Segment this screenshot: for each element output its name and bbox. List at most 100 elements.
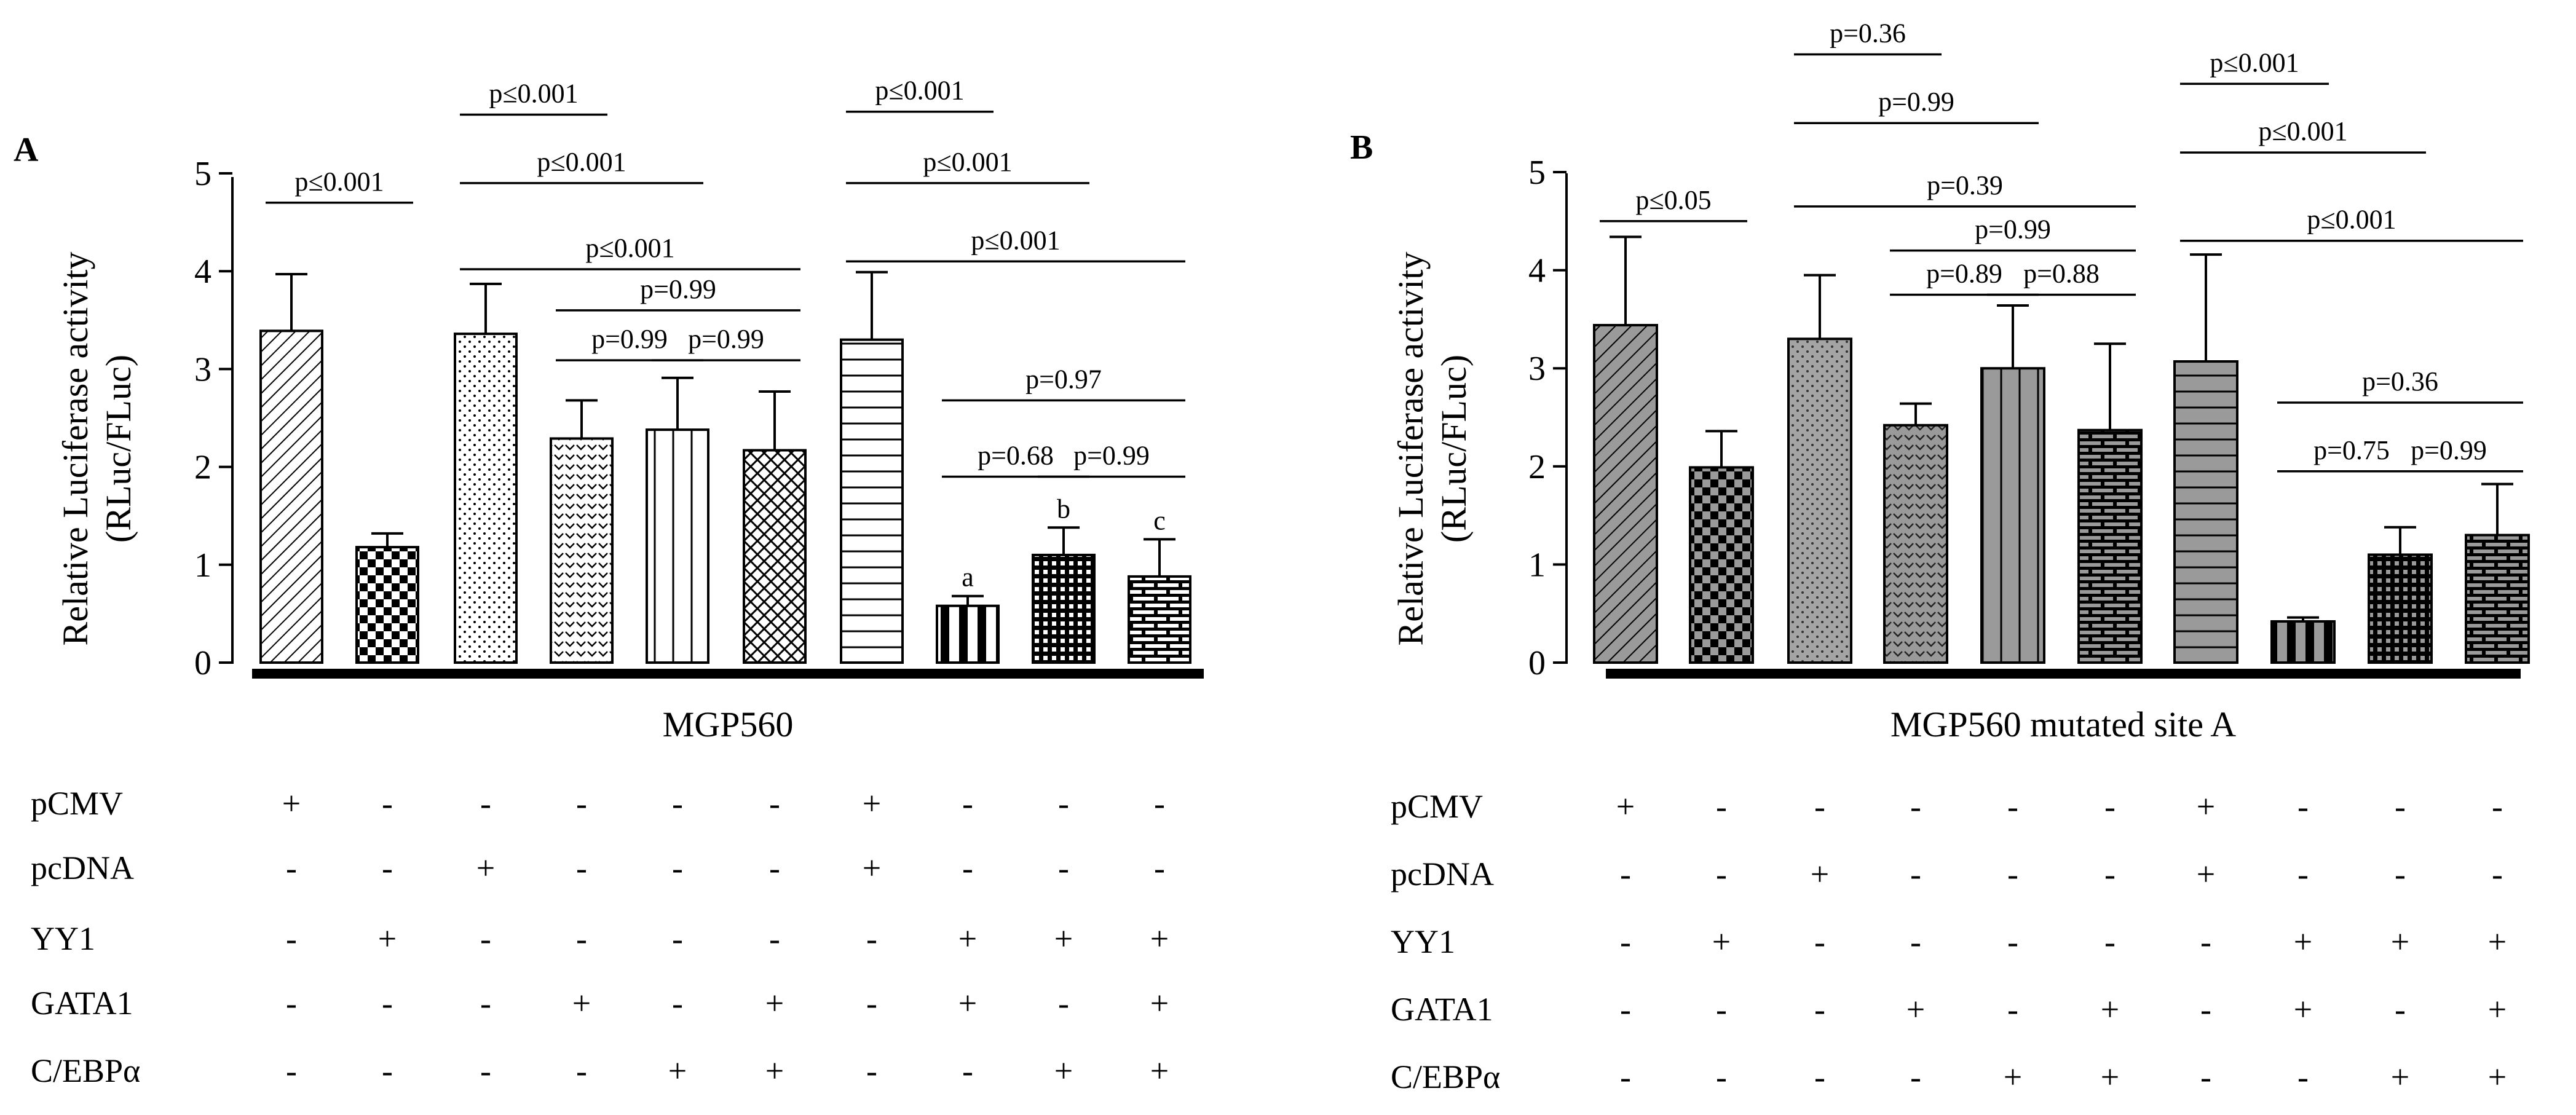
condition-mark: - — [1620, 923, 1631, 960]
p-value-label: p=0.88 — [2023, 259, 2100, 289]
condition-mark: - — [480, 985, 491, 1022]
significance-brackets: p≤0.05 p=0.36 p=0.99 p=0.39 p=0.99 p=0.89 p=0.… — [1600, 18, 2523, 473]
condition-mark: - — [1058, 849, 1069, 886]
condition-mark: - — [576, 849, 587, 886]
condition-mark: - — [1716, 991, 1727, 1028]
condition-mark: + — [2197, 856, 2215, 892]
y-axis-title-line2: (RLuc/FLuc) — [1434, 355, 1474, 543]
condition-mark: - — [672, 785, 683, 822]
condition-mark: + — [1906, 991, 1925, 1028]
p-value-label: p≤0.001 — [923, 147, 1012, 177]
condition-mark: - — [672, 985, 683, 1022]
condition-mark: - — [2492, 788, 2503, 825]
y-tick-label: 5 — [1528, 154, 1546, 192]
condition-row-label: pcDNA — [31, 849, 134, 886]
y-tick-label: 0 — [194, 644, 211, 682]
condition-mark: - — [1058, 785, 1069, 822]
condition-mark: - — [2007, 856, 2018, 892]
condition-mark: - — [866, 920, 877, 957]
condition-row-label: GATA1 — [1391, 991, 1493, 1028]
condition-mark: - — [480, 785, 491, 822]
condition-mark: - — [1814, 788, 1825, 825]
p-value-label: p=0.99 — [2411, 435, 2487, 465]
condition-mark: - — [769, 849, 780, 886]
condition-mark: - — [2200, 923, 2211, 960]
y-tick-label: 2 — [1528, 448, 1546, 486]
condition-row-label: YY1 — [1391, 923, 1455, 960]
condition-mark: + — [282, 785, 301, 822]
p-value-label: p=0.99 — [1073, 441, 1150, 471]
condition-table: pCMV + - - - - - + - - - pcDNA - - + - - - + - - - YY1 - + - - - - - +… — [1391, 788, 2507, 1095]
condition-mark: + — [2101, 1058, 2119, 1095]
y-tick-label: 3 — [194, 350, 211, 388]
condition-row-label: C/EBPα — [31, 1052, 140, 1089]
condition-table: pCMV + - - - - - + - - - pcDNA - - + - - - + - - - YY1 - + - - - - - +… — [31, 785, 1169, 1089]
y-axis-title-line2: (RLuc/FLuc) — [98, 355, 138, 543]
y-axis-title-line1: Relative Luciferase activity — [55, 252, 95, 646]
p-value-label: p≤0.001 — [2258, 116, 2347, 146]
condition-mark: - — [1814, 991, 1825, 1028]
condition-mark: - — [2007, 991, 2018, 1028]
condition-mark: - — [1620, 856, 1631, 892]
condition-mark: - — [1620, 1058, 1631, 1095]
bar — [1128, 575, 1191, 664]
condition-mark: + — [2197, 788, 2215, 825]
bars — [259, 329, 1191, 664]
condition-mark: - — [382, 985, 393, 1022]
condition-mark: - — [1620, 991, 1631, 1028]
condition-mark: - — [1716, 1058, 1727, 1095]
condition-mark: - — [2395, 788, 2406, 825]
p-value-label: p=0.89 — [1926, 259, 2002, 289]
p-value-label: p≤0.001 — [489, 78, 578, 108]
p-value-label: p=0.36 — [2362, 366, 2438, 396]
bar — [2465, 534, 2530, 664]
condition-mark: - — [1716, 856, 1727, 892]
p-value-label: p=0.97 — [1025, 364, 1102, 394]
condition-mark: + — [668, 1052, 687, 1089]
y-tick-label: 3 — [1528, 350, 1546, 388]
bar — [259, 329, 323, 664]
bar — [936, 604, 1000, 664]
condition-mark: - — [672, 920, 683, 957]
condition-mark: - — [576, 785, 587, 822]
y-tick-label: 2 — [194, 449, 211, 487]
panel-a: A Relative Luciferase activity (RLuc/FLu… — [14, 76, 1204, 1089]
condition-mark: - — [769, 920, 780, 957]
condition-mark: + — [1811, 856, 1829, 892]
condition-mark: - — [672, 849, 683, 886]
bar — [454, 333, 518, 664]
p-value-label: p≤0.001 — [971, 225, 1060, 255]
y-tick-label: 4 — [194, 253, 211, 291]
condition-mark: - — [2395, 856, 2406, 892]
p-value-label: p≤0.001 — [2307, 205, 2396, 235]
x-axis-title: MGP560 mutated site A — [1891, 704, 2236, 744]
bar-letter-label: a — [962, 562, 974, 593]
condition-mark: - — [1154, 849, 1165, 886]
condition-mark: + — [2004, 1058, 2022, 1095]
condition-mark: + — [2488, 923, 2507, 960]
condition-mark: - — [2104, 856, 2116, 892]
condition-mark: - — [1910, 788, 1921, 825]
p-value-label: p≤0.001 — [875, 76, 964, 106]
condition-mark: - — [286, 985, 297, 1022]
y-tick-label: 1 — [1528, 546, 1546, 584]
condition-mark: + — [1712, 923, 1731, 960]
condition-mark: - — [769, 785, 780, 822]
condition-mark: + — [1150, 920, 1169, 957]
condition-mark: - — [382, 849, 393, 886]
condition-mark: - — [286, 920, 297, 957]
x-axis-title: MGP560 — [663, 704, 794, 744]
bar — [1980, 367, 2045, 664]
condition-mark: - — [866, 985, 877, 1022]
condition-mark: + — [765, 985, 784, 1022]
bar — [646, 428, 709, 664]
condition-mark: - — [1154, 785, 1165, 822]
condition-row-label: GATA1 — [31, 985, 133, 1022]
condition-mark: - — [2104, 923, 2116, 960]
condition-mark: + — [2294, 991, 2312, 1028]
p-value-label: p=0.75 — [2313, 435, 2390, 465]
p-value-label: p≤0.001 — [2210, 47, 2299, 77]
p-value-label: p=0.99 — [591, 324, 668, 354]
y-ticks: 0 1 2 3 4 5 — [194, 155, 232, 682]
